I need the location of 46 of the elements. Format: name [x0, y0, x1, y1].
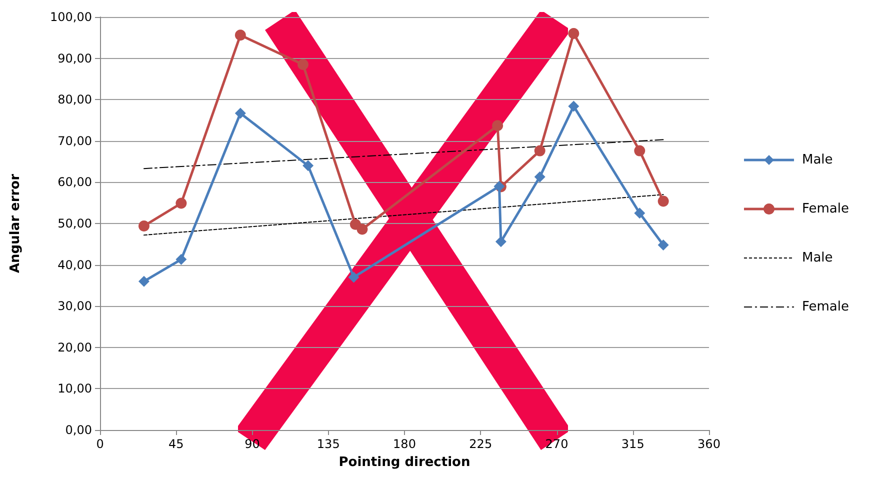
x-axis-title: Pointing direction — [338, 455, 470, 470]
y-axis-title: Angular error — [8, 173, 23, 274]
x-tick-label: 225 — [469, 437, 492, 451]
point — [138, 276, 150, 287]
point — [356, 224, 368, 235]
y-tick-label: 40,00 — [58, 258, 92, 272]
y-tick-label: 20,00 — [58, 340, 92, 354]
y-tick-label: 10,00 — [58, 382, 92, 396]
point — [495, 236, 506, 248]
legend-label: Male — [802, 152, 833, 168]
legend-label: Female — [802, 202, 850, 216]
y-tick-label: 0,00 — [65, 423, 92, 437]
point — [298, 59, 308, 70]
legend-label: Female — [802, 300, 850, 314]
x-tick-label: 45 — [168, 437, 184, 451]
y-tick-label: 50,00 — [58, 216, 92, 230]
point — [634, 145, 646, 156]
x-tick-label: 315 — [621, 437, 644, 451]
y-tick-label: 90,00 — [58, 51, 92, 66]
x-tick-label: 0 — [96, 437, 104, 451]
point — [302, 160, 314, 172]
point — [348, 272, 360, 283]
point — [534, 145, 546, 156]
y-tick-label: 100,00 — [50, 10, 92, 24]
point — [176, 254, 187, 265]
point — [234, 30, 246, 41]
point — [658, 239, 669, 250]
point — [492, 120, 504, 132]
point — [634, 208, 646, 219]
point — [138, 220, 150, 232]
y-tick-label: 70,00 — [58, 134, 92, 148]
x-tick-label: 360 — [698, 437, 720, 451]
y-tick-label: 80,00 — [58, 92, 92, 107]
point — [234, 108, 246, 119]
point — [568, 100, 580, 112]
point — [658, 196, 669, 207]
x-tick-label: 135 — [316, 437, 340, 451]
point — [176, 198, 187, 209]
x-tick-label: 90 — [244, 437, 260, 451]
legend-label: Male — [802, 250, 833, 266]
y-tick-label: 30,00 — [58, 299, 92, 314]
x-tick-label: 180 — [393, 437, 416, 451]
point — [568, 28, 580, 40]
point — [534, 171, 546, 182]
y-tick-label: 60,00 — [58, 175, 92, 190]
x-tick-label: 270 — [545, 437, 568, 451]
